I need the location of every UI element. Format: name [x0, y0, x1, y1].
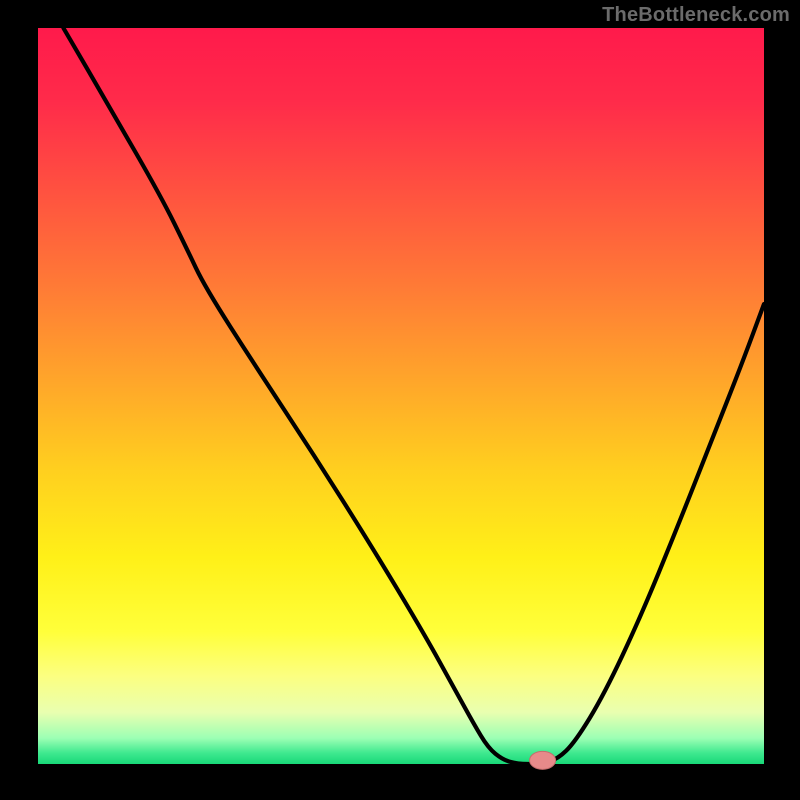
- chart-stage: TheBottleneck.com: [0, 0, 800, 800]
- plot-area: [38, 28, 764, 764]
- optimal-point-marker: [530, 751, 556, 769]
- watermark-label: TheBottleneck.com: [602, 4, 790, 27]
- bottleneck-chart: [0, 0, 800, 800]
